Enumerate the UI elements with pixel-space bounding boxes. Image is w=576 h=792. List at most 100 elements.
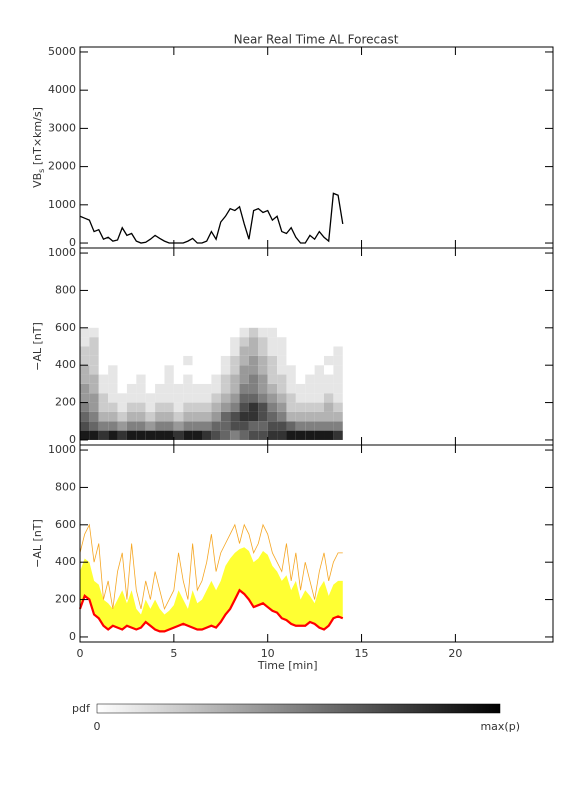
y-tick-label: 2000 (48, 160, 76, 173)
heat-cell (126, 374, 137, 384)
heat-cell (239, 355, 249, 366)
heat-cell (314, 337, 325, 347)
heat-cell (202, 383, 212, 394)
heat-cell (333, 383, 343, 394)
heat-cell (155, 430, 165, 440)
heat-cell (295, 421, 306, 431)
y-axis-label: −AL [nT] (31, 519, 44, 568)
heat-cell (267, 355, 278, 366)
heat-cell (155, 411, 165, 422)
heat-cell (126, 383, 137, 394)
heat-cell (80, 374, 90, 384)
heat-cell (258, 346, 268, 356)
y-axis-label: [nT×km/s] (31, 107, 44, 169)
panel-frame (79, 444, 554, 643)
heat-cell (80, 402, 90, 412)
heat-cell (277, 393, 287, 403)
heat-cell (324, 365, 334, 375)
heat-cell (305, 374, 315, 384)
heat-cell (324, 430, 334, 440)
heat-cell (98, 421, 109, 431)
heat-cell (183, 421, 193, 431)
heat-cell (239, 421, 249, 431)
heat-cell (333, 402, 343, 412)
heat-cell (295, 355, 306, 366)
y-tick-label: 0 (69, 236, 76, 249)
heat-cell (183, 383, 193, 394)
heat-cell (333, 411, 343, 422)
heat-cell (145, 383, 156, 394)
heat-cell (155, 402, 165, 412)
x-axis-label: Time [min] (257, 659, 318, 672)
heat-cell (155, 327, 165, 338)
heat-cell (98, 430, 109, 440)
heat-cell (108, 411, 118, 422)
heat-cell (267, 337, 278, 347)
y-tick-label: 1000 (48, 246, 76, 259)
heat-cell (108, 421, 118, 431)
heat-cell (286, 421, 296, 431)
heat-cell (314, 383, 325, 394)
heat-cell (80, 355, 90, 366)
heat-cell (117, 355, 127, 366)
heat-cell (136, 393, 146, 403)
heat-cell (126, 402, 137, 412)
heat-cell (202, 365, 212, 375)
heat-cell (126, 355, 137, 366)
heat-cell (98, 346, 109, 356)
y-tick-label: 800 (55, 283, 76, 296)
y-tick-label: 5000 (48, 45, 76, 58)
heat-cell (258, 337, 268, 347)
heat-cell (108, 402, 118, 412)
heat-cell (295, 411, 306, 422)
heat-cell (126, 365, 137, 375)
y-axis-label: −AL [nT] (31, 519, 44, 568)
heat-cell (305, 402, 315, 412)
heat-cell (267, 430, 278, 440)
heat-cell (248, 374, 259, 384)
heat-cell (192, 355, 203, 366)
heat-cell (220, 383, 231, 394)
heat-cell (267, 327, 278, 338)
heat-cell (108, 383, 118, 394)
heat-cell (211, 365, 221, 375)
heat-cell (220, 346, 231, 356)
heat-cell (277, 365, 287, 375)
y-axis-label: VB (31, 173, 44, 188)
y-tick-label: 400 (55, 555, 76, 568)
heat-cell (108, 393, 118, 403)
heat-cell (145, 411, 156, 422)
heat-cell (145, 393, 156, 403)
heat-cell (220, 430, 231, 440)
y-tick-label: 600 (55, 321, 76, 334)
heat-cell (295, 365, 306, 375)
heat-cell (267, 411, 278, 422)
heat-cell (136, 365, 146, 375)
heat-cell (136, 346, 146, 356)
heat-cell (192, 327, 203, 338)
heat-cell (333, 355, 343, 366)
upper-line (79, 523, 343, 611)
heat-cell (136, 383, 146, 394)
y-axis-label: VBs [nT×km/s] (31, 107, 46, 188)
heat-cell (89, 421, 99, 431)
colorbar-min: 0 (94, 720, 101, 733)
heat-cell (258, 430, 268, 440)
heat-cell (258, 374, 268, 384)
heat-cell (248, 365, 259, 375)
heat-cell (286, 393, 296, 403)
heat-cell (314, 355, 325, 366)
heat-cell (305, 393, 315, 403)
heat-cell (173, 383, 184, 394)
heat-cell (258, 365, 268, 375)
heat-cell (286, 346, 296, 356)
heat-cell (164, 383, 174, 394)
heat-cell (173, 402, 184, 412)
heat-cell (192, 393, 203, 403)
heat-cell (98, 355, 109, 366)
heat-cell (314, 374, 325, 384)
heat-cell (145, 365, 156, 375)
heat-cell (192, 374, 203, 384)
heat-cell (155, 383, 165, 394)
